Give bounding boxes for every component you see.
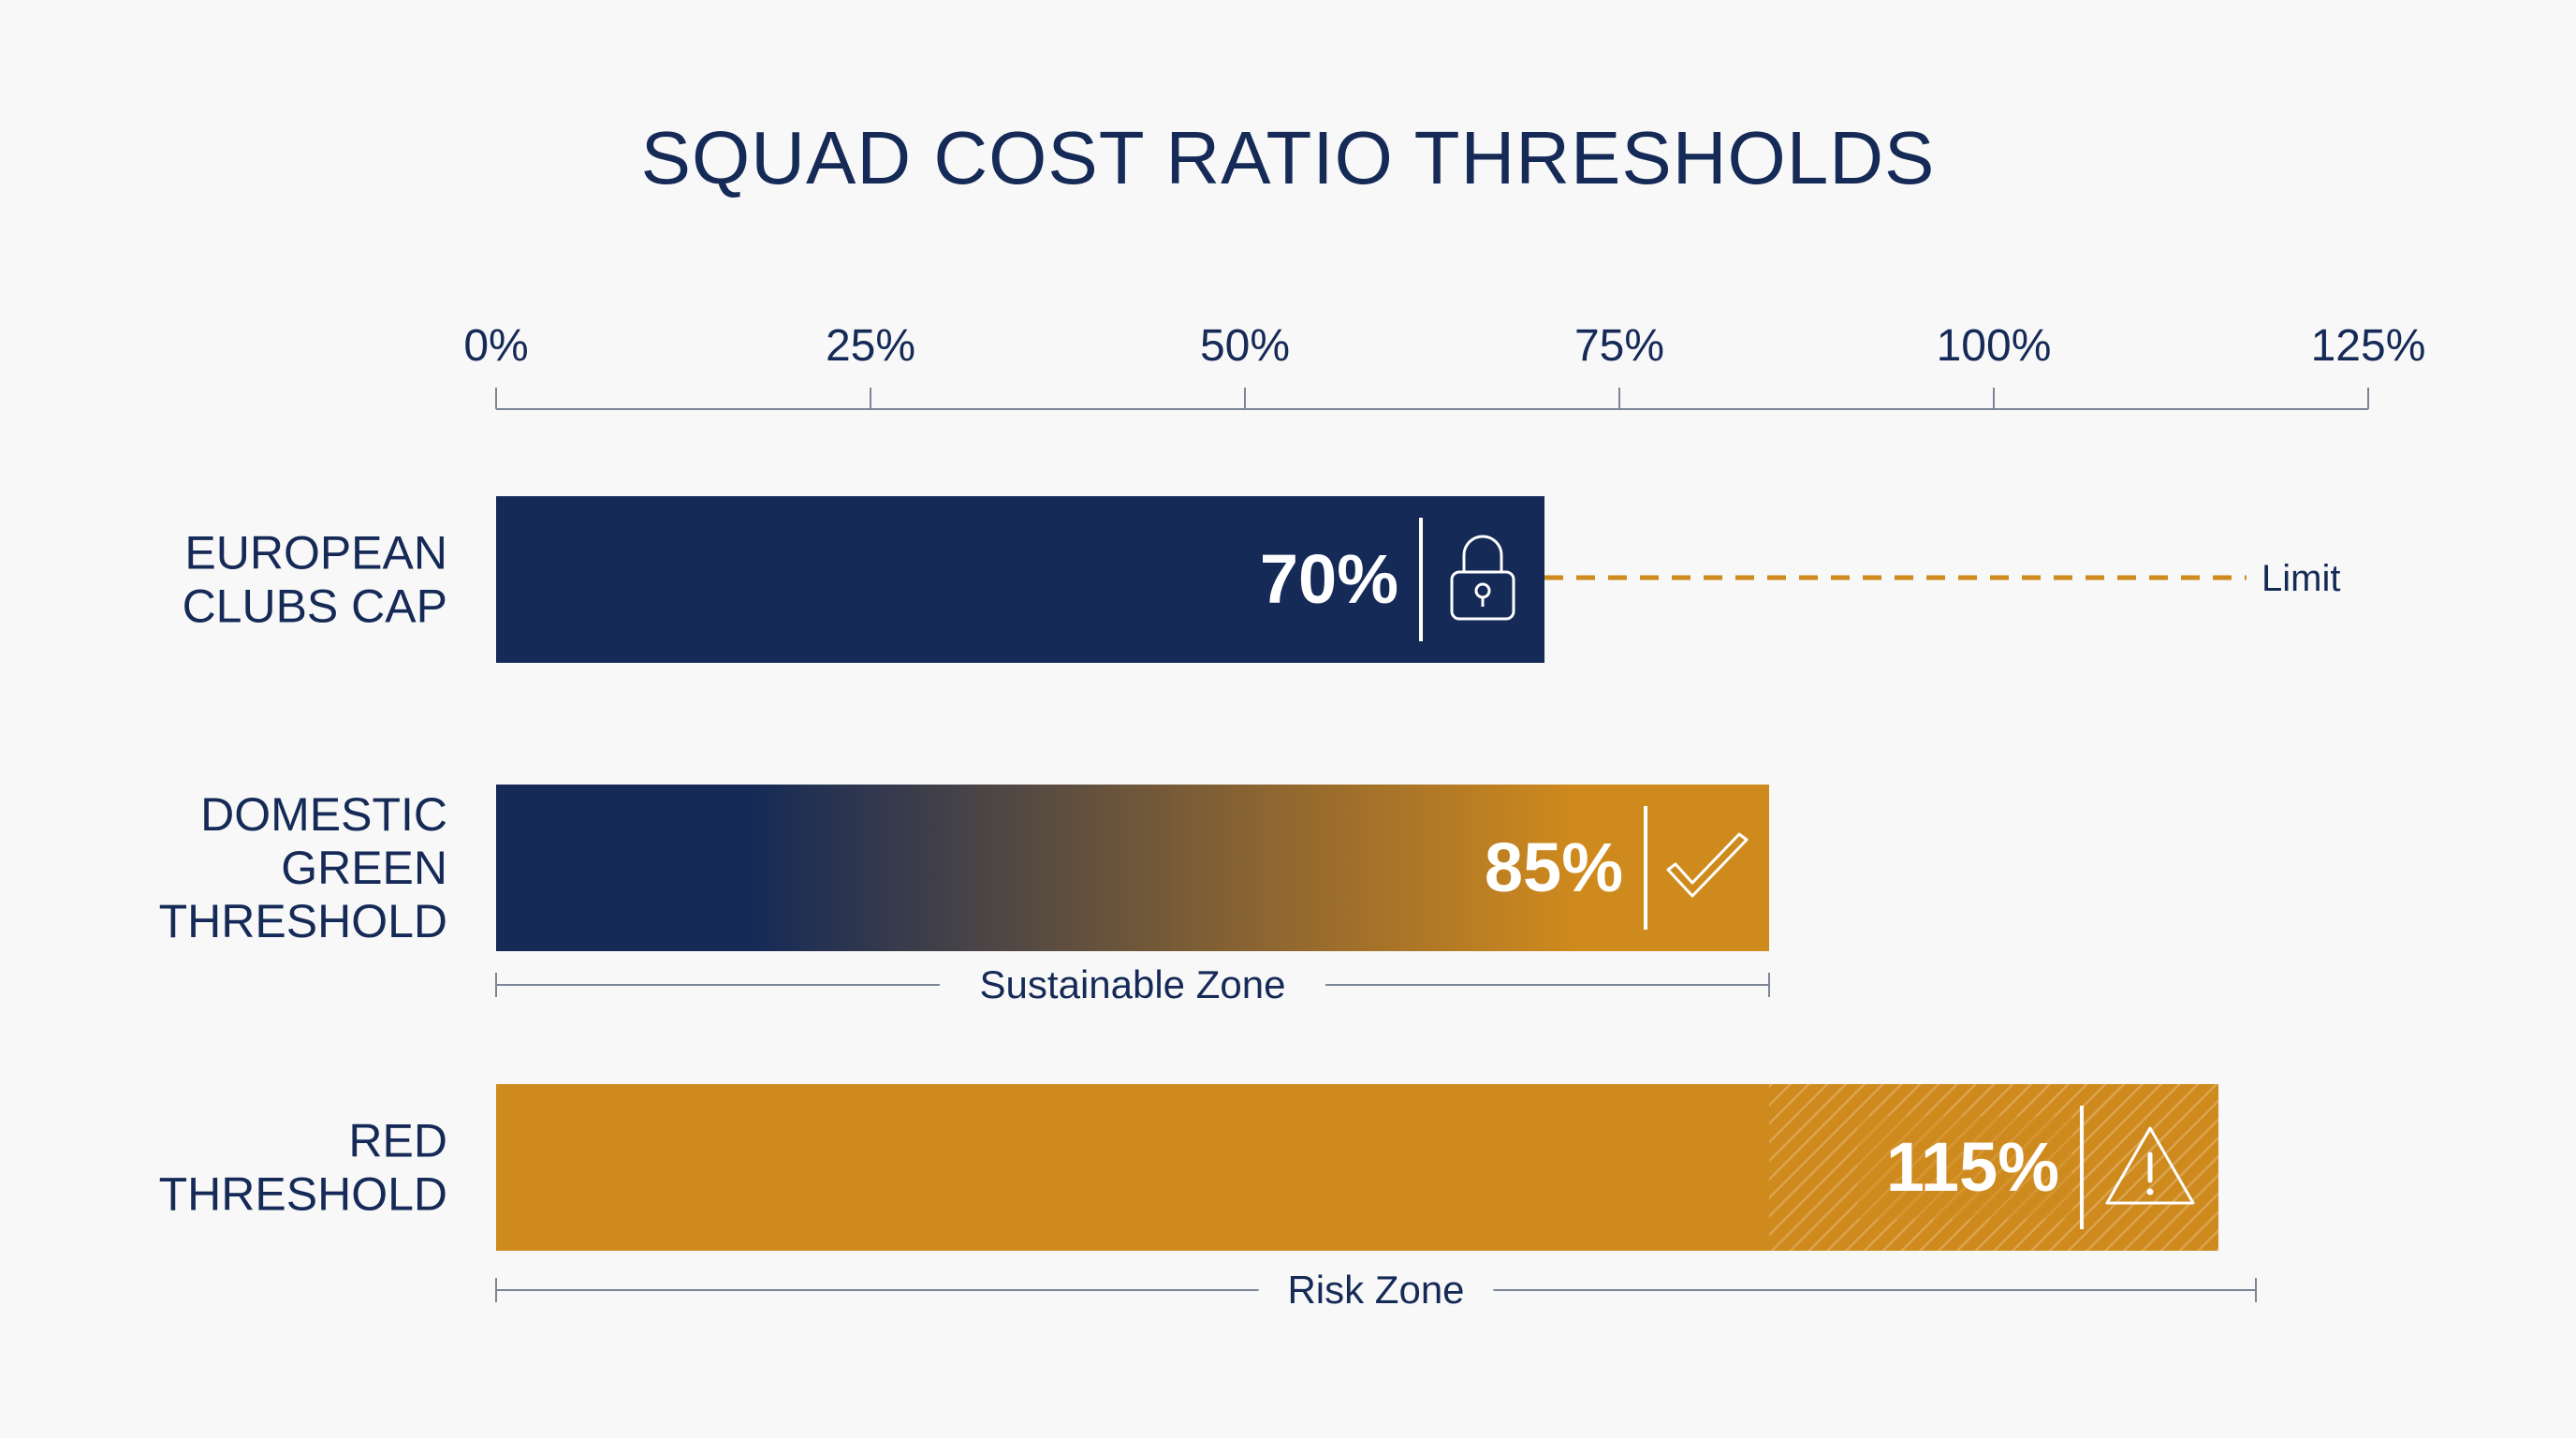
category-label: EUROPEAN CLUBS CAP [183, 527, 447, 633]
category-label-line: EUROPEAN [184, 527, 447, 580]
x-axis: 0% 25% 50% 75% 100% 125% [463, 321, 2426, 410]
warning-dot [2146, 1188, 2154, 1196]
bars-group: EUROPEAN CLUBS CAP 70%DOMESTIC GREEN THRESHO… [159, 496, 2340, 1312]
category-label-line: CLUBS CAP [183, 580, 447, 633]
x-tick-label: 75% [1574, 321, 1664, 371]
category-label-line: THRESHOLD [159, 1168, 447, 1221]
warning-triangle [2105, 1126, 2195, 1205]
category-label-line: DOMESTIC [200, 788, 447, 841]
sustainable-zone-bracket: Sustainable Zone [495, 962, 1770, 1006]
limit-label: Limit [2261, 558, 2340, 599]
category-label: RED THRESHOLD [159, 1115, 447, 1221]
lock-icon [1450, 535, 1515, 621]
x-tick-label: 0% [463, 321, 528, 371]
bar-row: RED THRESHOLD 115% [159, 1084, 2218, 1251]
value-label: 70% [1260, 540, 1398, 618]
risk-zone-bracket-label: Risk Zone [1287, 1268, 1464, 1312]
bar [496, 496, 1544, 663]
bar-row: EUROPEAN CLUBS CAP 70% [183, 496, 1544, 663]
lock-shackle [1462, 535, 1503, 572]
category-label-line: RED [348, 1115, 447, 1167]
checkmark-icon [1666, 832, 1749, 898]
bar-row: DOMESTIC GREEN THRESHOLD 85% [159, 785, 1769, 951]
value-label: 115% [1886, 1128, 2059, 1206]
chart-title: SQUAD COST RATIO THRESHOLDS [641, 116, 1936, 199]
sustainable-zone-bracket-label: Sustainable Zone [980, 962, 1286, 1006]
bar [496, 785, 1769, 951]
risk-zone-bracket: Risk Zone [495, 1268, 2257, 1312]
x-tick-label: 125% [2311, 321, 2426, 371]
checkmark-path [1666, 832, 1749, 898]
category-label: DOMESTIC GREEN THRESHOLD [159, 788, 447, 947]
value-label: 85% [1485, 829, 1623, 906]
value-label-backdrop [1857, 1116, 2072, 1219]
x-tick-label: 100% [1937, 321, 2052, 371]
x-tick-label: 25% [826, 321, 915, 371]
lock-body [1450, 570, 1515, 621]
x-tick-label: 50% [1200, 321, 1290, 371]
category-label-line: GREEN [281, 842, 447, 894]
warning-icon [2105, 1126, 2195, 1205]
category-label-line: THRESHOLD [159, 895, 447, 947]
